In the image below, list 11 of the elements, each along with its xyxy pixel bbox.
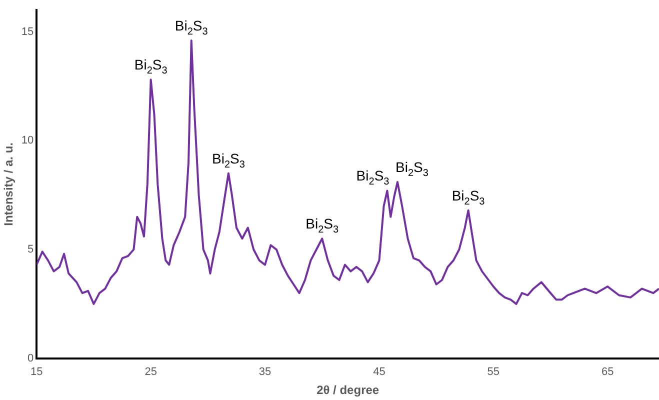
x-axis-title: 2θ / degree	[316, 383, 380, 398]
y-tick-label: 5	[28, 244, 34, 256]
y-axis-title: Intensity / a. u.	[2, 142, 16, 226]
y-tick-label: 0	[28, 352, 34, 364]
x-tick-label: 45	[373, 366, 386, 378]
y-tick-label: 10	[21, 134, 34, 147]
x-tick-label: 35	[258, 366, 272, 378]
x-tick-label: 55	[487, 366, 500, 378]
y-tick-label: 15	[21, 26, 34, 38]
x-tick-label: 65	[601, 366, 614, 378]
x-tick-label: 25	[144, 366, 157, 378]
